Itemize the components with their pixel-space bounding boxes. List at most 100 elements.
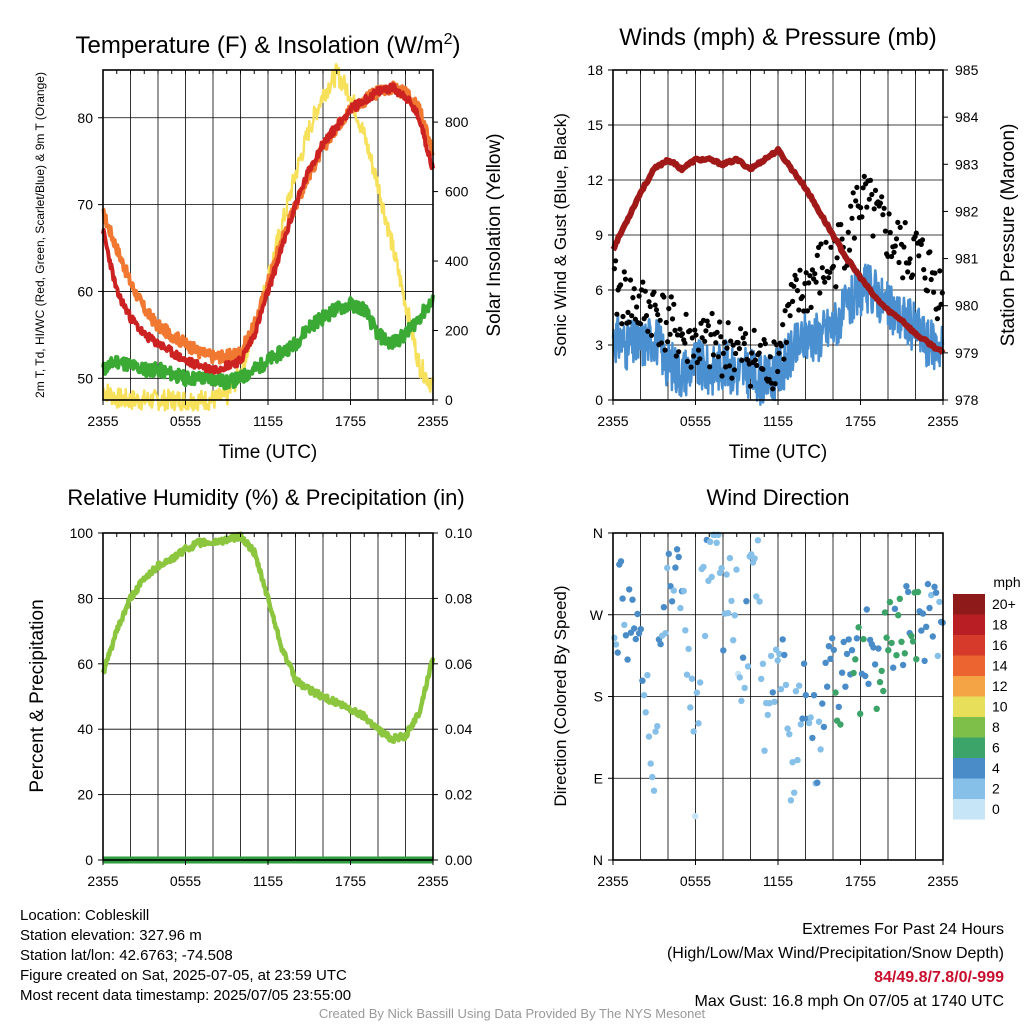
gust-point	[895, 219, 901, 225]
y2-tick-label: 980	[955, 298, 979, 314]
legend-swatch	[953, 655, 985, 676]
gust-point	[749, 350, 755, 356]
direction-point	[670, 587, 677, 594]
direction-point	[929, 633, 936, 640]
series-sonic-wind-line	[611, 263, 945, 406]
gust-point	[853, 198, 859, 204]
gust-point	[807, 273, 813, 279]
gust-point	[761, 337, 767, 343]
direction-point	[612, 641, 620, 648]
direction-point	[848, 647, 856, 654]
gust-point	[806, 280, 812, 286]
panel-3: 0 20 40 60 80 100 0.00 0.02 0.04 0.06 0.08 0.10 2355…	[27, 485, 472, 889]
gust-point	[866, 196, 872, 202]
gust-point	[665, 339, 671, 345]
direction-point	[685, 645, 692, 653]
x-tick-label: 1155	[253, 413, 283, 429]
series-dewpoint-line	[101, 294, 435, 391]
direction-point	[640, 692, 648, 699]
legend-swatch	[953, 799, 985, 820]
gust-point	[739, 357, 745, 363]
direction-point	[782, 681, 790, 689]
x-tick-label: 1155	[763, 873, 793, 889]
gust-point	[900, 275, 906, 281]
gust-point	[861, 173, 867, 179]
gust-point	[814, 252, 820, 258]
direction-point	[829, 635, 836, 642]
gust-point	[614, 311, 620, 317]
gust-point	[778, 343, 785, 349]
gust-point	[823, 239, 829, 245]
direction-point	[690, 728, 697, 735]
direction-point	[754, 537, 762, 544]
gust-point	[740, 335, 746, 341]
y-tick-label: 50	[77, 370, 93, 386]
legend-swatch	[953, 758, 985, 779]
gust-point	[762, 341, 768, 347]
gust-point	[619, 321, 625, 327]
y-axis-label: Percent & Precipitation	[27, 599, 48, 792]
direction-point	[741, 684, 748, 692]
direction-point	[890, 664, 897, 671]
chart-title: Relative Humidity (%) & Precipitation (i…	[67, 485, 464, 510]
direction-point	[787, 797, 795, 804]
legend-title: mph	[993, 574, 1020, 590]
direction-point	[779, 636, 786, 643]
direction-point	[673, 546, 681, 553]
gust-point	[849, 215, 855, 221]
gust-point	[783, 339, 790, 345]
direction-point	[738, 697, 745, 704]
station-info: Location: Cobleskill Station elevation: …	[20, 906, 351, 1006]
gust-point	[867, 177, 874, 183]
chart-title: Wind Direction	[706, 485, 849, 510]
legend-swatch	[953, 676, 985, 697]
direction-point	[876, 678, 884, 686]
gust-point	[927, 249, 933, 255]
direction-point	[898, 638, 905, 645]
gust-point	[851, 235, 858, 241]
gust-point	[692, 327, 698, 333]
gust-point	[910, 272, 916, 278]
direction-point	[736, 674, 743, 681]
y2-tick-label: 0.02	[445, 787, 472, 803]
direction-point	[845, 636, 852, 643]
legend-label: 10	[992, 699, 1008, 715]
direction-point	[814, 779, 821, 786]
gust-point	[683, 311, 689, 317]
gust-point	[794, 288, 801, 294]
gust-point	[747, 383, 754, 389]
gust-point	[916, 253, 922, 259]
gust-point	[858, 205, 864, 211]
legend-label: 8	[992, 719, 1000, 735]
gust-point	[731, 367, 738, 373]
direction-point	[913, 656, 920, 663]
y2-tick-label: 0.08	[445, 590, 472, 606]
gust-point	[754, 362, 760, 368]
gust-point	[827, 269, 833, 275]
direction-point	[832, 689, 839, 696]
gust-point	[839, 236, 845, 242]
station-location: Location: Cobleskill	[20, 907, 150, 924]
x-tick-label: 2355	[87, 413, 118, 429]
gust-point	[822, 279, 828, 285]
direction-point	[695, 720, 702, 727]
gust-point	[801, 308, 807, 314]
station-elevation: Station elevation: 327.96 m	[20, 927, 202, 944]
direction-point	[662, 630, 669, 637]
direction-point	[619, 595, 626, 602]
direction-point	[777, 686, 785, 693]
direction-point	[743, 598, 750, 605]
direction-point	[701, 632, 709, 640]
direction-point	[853, 635, 861, 642]
gust-point	[931, 289, 937, 295]
gust-point	[626, 319, 632, 325]
y-tick-label: 15	[587, 117, 603, 133]
direction-point	[739, 654, 747, 661]
gust-point	[631, 286, 637, 292]
gust-point	[918, 241, 924, 247]
direction-point	[767, 652, 775, 660]
gust-point	[833, 284, 839, 290]
y-tick-label: 60	[77, 283, 93, 299]
y-tick-label: 18	[587, 62, 603, 78]
gust-point	[741, 340, 747, 347]
